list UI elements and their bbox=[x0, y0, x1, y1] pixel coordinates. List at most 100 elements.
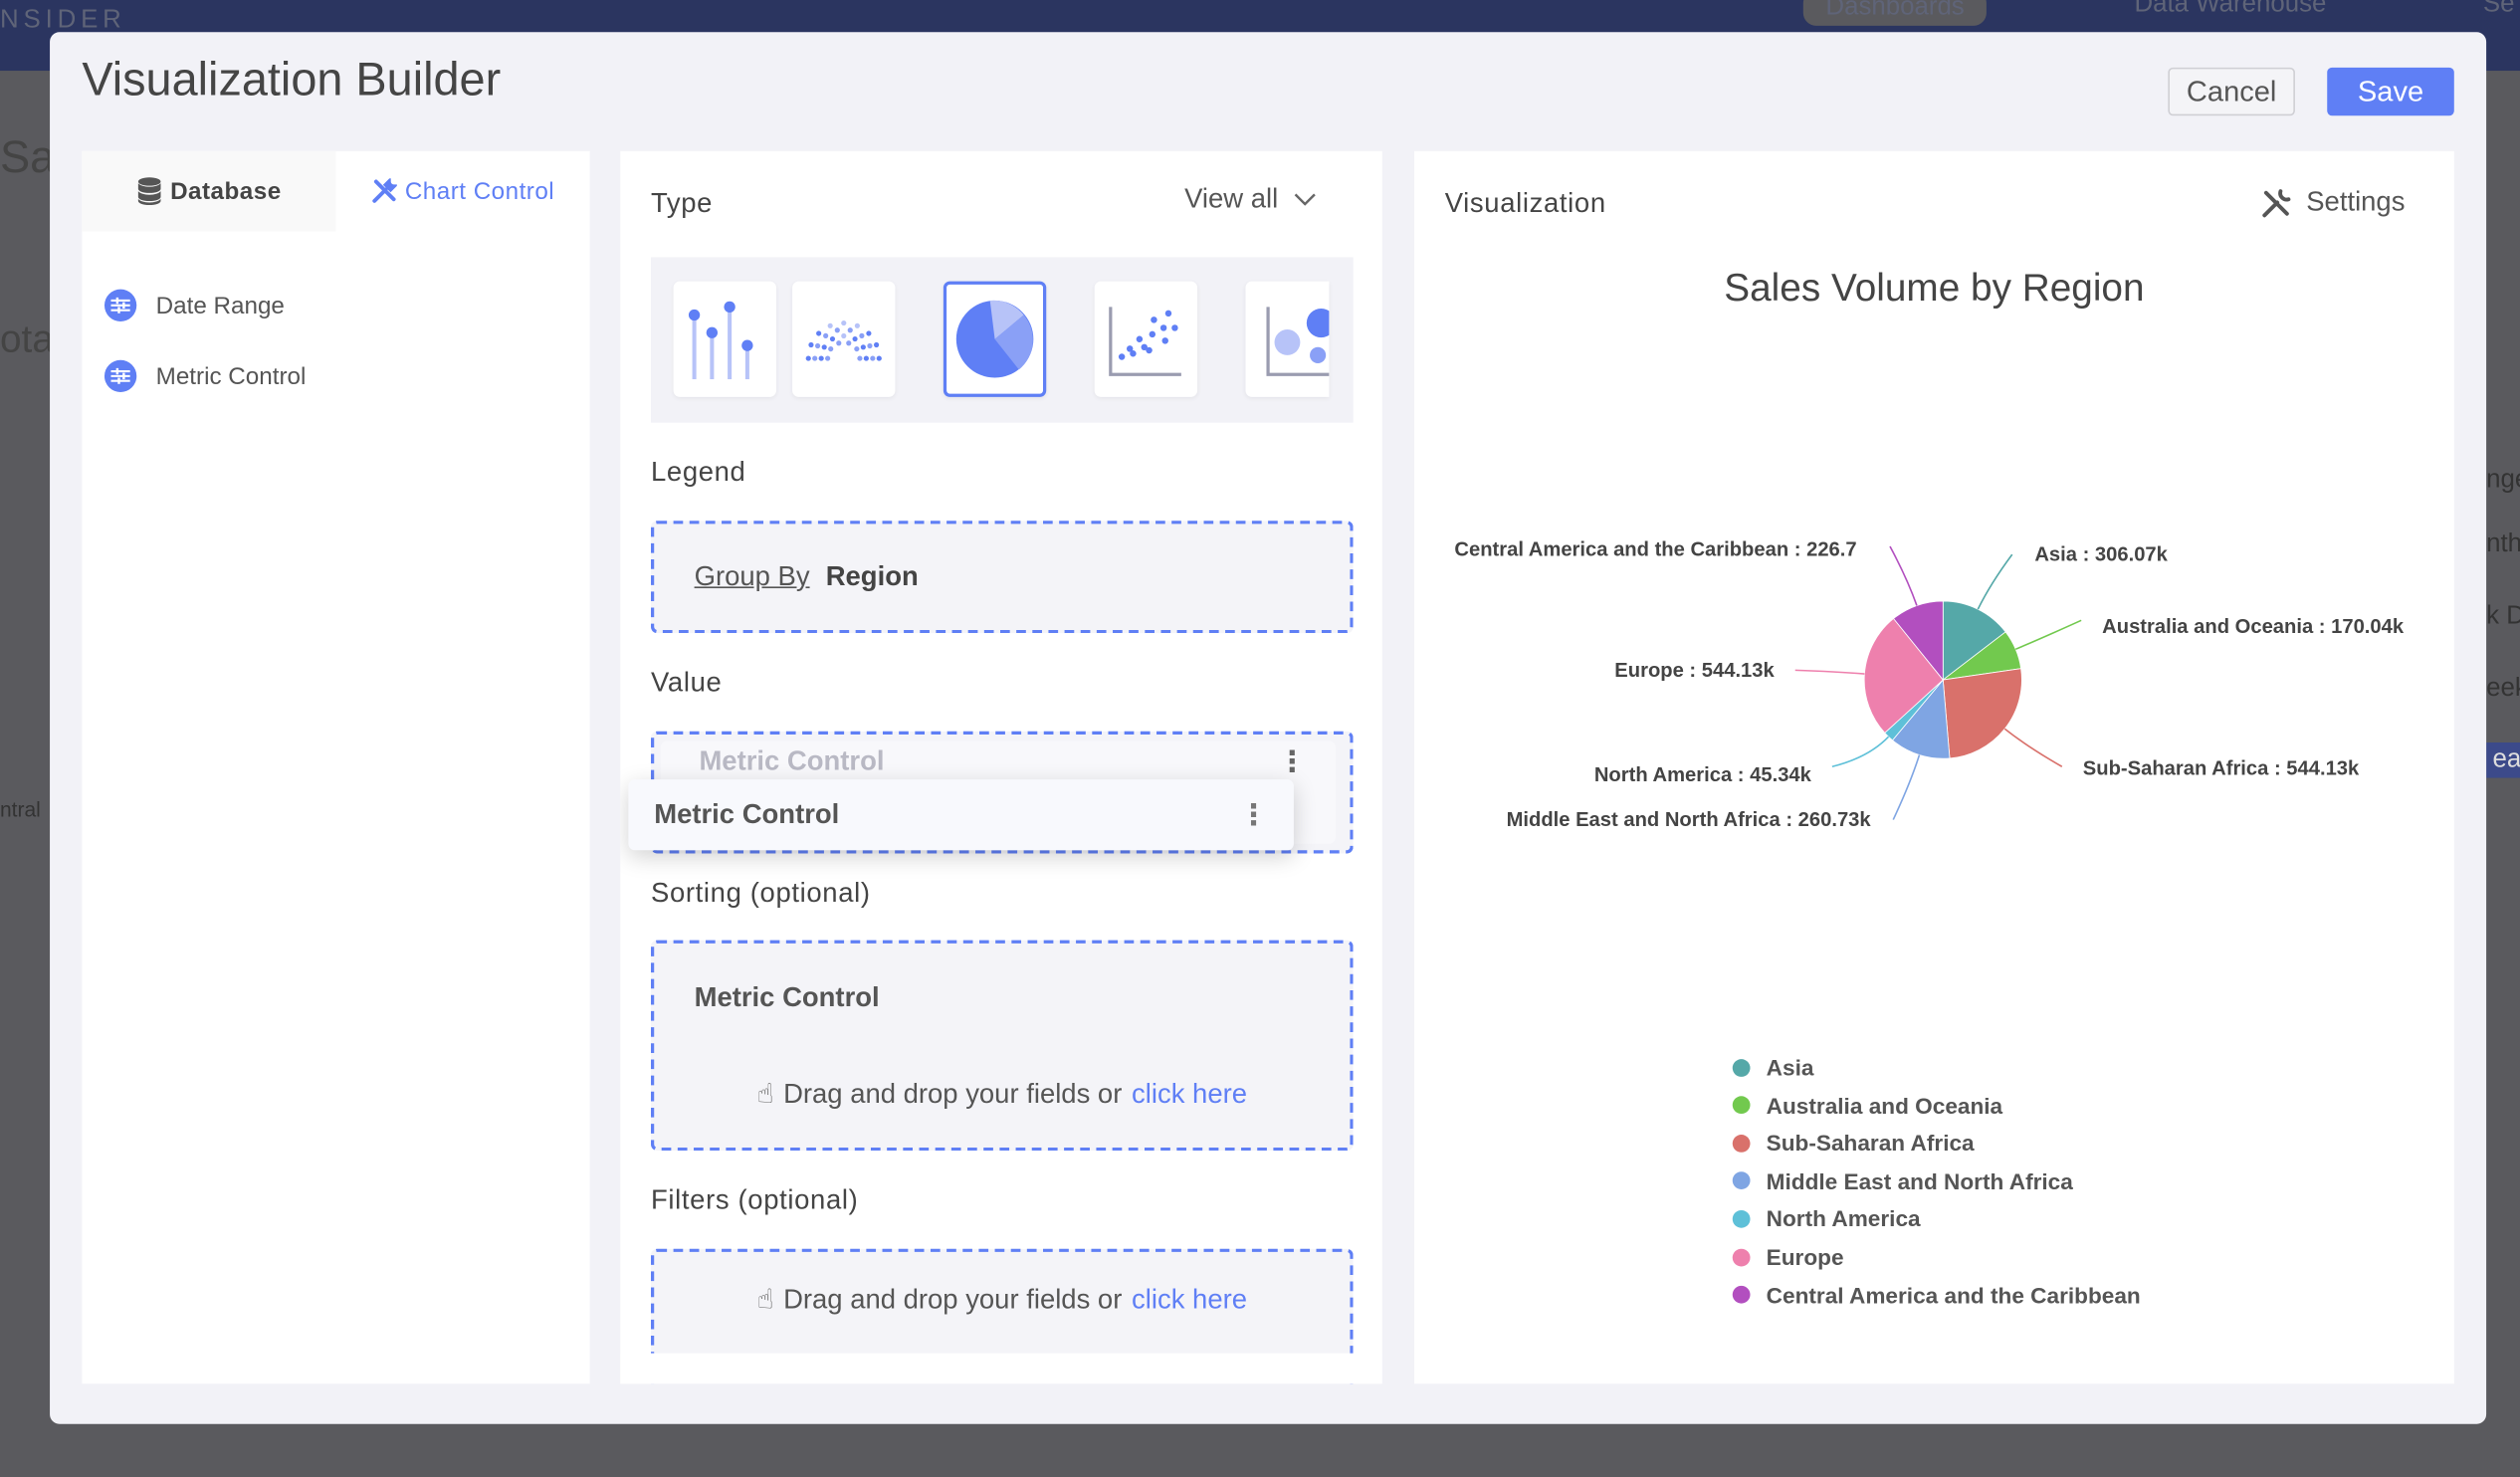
tab-database[interactable]: Database bbox=[82, 150, 336, 232]
parliament-dot bbox=[863, 355, 869, 361]
field-panel: Database Chart Control Date Range Metric… bbox=[82, 150, 590, 1384]
legend-item[interactable]: Middle East and North Africa bbox=[1732, 1168, 2073, 1193]
legend-label: North America bbox=[1766, 1205, 1921, 1232]
more-vertical-icon[interactable]: ⋮ bbox=[1239, 798, 1269, 831]
parliament-dot bbox=[867, 342, 873, 349]
parliament-dot bbox=[812, 355, 818, 361]
chart-type-pie[interactable] bbox=[943, 281, 1047, 397]
parliament-dot bbox=[854, 346, 860, 352]
parliament-dot bbox=[827, 322, 833, 328]
pie-data-label: North America : 45.34k bbox=[1593, 763, 1811, 786]
legend-swatch bbox=[1732, 1134, 1751, 1153]
chart-type-parliament[interactable] bbox=[792, 281, 896, 397]
chart-type-bubble[interactable] bbox=[1245, 281, 1330, 397]
click-here-link[interactable]: click here bbox=[1132, 1078, 1248, 1110]
chart-type-strip bbox=[650, 257, 1354, 423]
group-by-link[interactable]: Group By bbox=[694, 560, 810, 592]
parliament-dot bbox=[816, 330, 822, 336]
nav-data-warehouse[interactable]: Data Warehouse bbox=[2134, 0, 2327, 18]
nav-settings[interactable]: Se bbox=[2482, 0, 2515, 18]
legend-swatch bbox=[1732, 1209, 1751, 1228]
value-field-ghost-label: Metric Control bbox=[699, 745, 885, 776]
sorting-drop-zone[interactable]: Metric Control ☝ Drag and drop your fiel… bbox=[650, 940, 1354, 1152]
cancel-button[interactable]: Cancel bbox=[2168, 67, 2295, 116]
legend-drop-zone[interactable]: Group By Region bbox=[650, 521, 1354, 634]
chart-config-panel: Type View all bbox=[620, 150, 1382, 1384]
visualization-title: Visualization bbox=[1444, 187, 1606, 219]
parliament-dot bbox=[828, 346, 834, 352]
legend-swatch bbox=[1732, 1247, 1751, 1266]
bubble-chart-icon bbox=[1266, 307, 1330, 376]
dragging-field-label: Metric Control bbox=[654, 798, 840, 830]
filters-drop-hint: ☝ Drag and drop your fields or click her… bbox=[654, 1284, 1350, 1316]
parliament-dot bbox=[821, 344, 827, 350]
parliament-dot bbox=[866, 330, 872, 336]
parliament-dot bbox=[834, 327, 840, 333]
sorting-drop-hint: ☝ Drag and drop your fields or click her… bbox=[654, 1079, 1350, 1111]
save-button[interactable]: Save bbox=[2327, 67, 2454, 116]
pie-slice[interactable] bbox=[1893, 600, 1944, 682]
pie-leader-line bbox=[2003, 728, 2063, 767]
parliament-dot bbox=[860, 344, 866, 350]
scroll-mask bbox=[620, 1353, 1382, 1384]
field-item-metric-control[interactable]: Metric Control bbox=[104, 359, 307, 393]
parliament-dot bbox=[854, 322, 860, 328]
pie-leader-line bbox=[1831, 736, 1890, 768]
field-item-date-range[interactable]: Date Range bbox=[104, 289, 285, 321]
background-text: ear bbox=[2486, 742, 2520, 778]
background-text: ntral bbox=[0, 796, 41, 822]
parliament-dot bbox=[847, 327, 853, 333]
legend-label: Central America and the Caribbean bbox=[1766, 1281, 2141, 1308]
background-text: k D bbox=[2486, 602, 2520, 631]
legend-label: Europe bbox=[1766, 1243, 1844, 1270]
legend-swatch bbox=[1732, 1171, 1751, 1190]
chart-title: Sales Volume by Region bbox=[1724, 267, 2145, 311]
parliament-dot bbox=[823, 332, 829, 338]
parliament-dot bbox=[841, 332, 847, 339]
parliament-dot bbox=[876, 355, 882, 361]
filters-label: Filters (optional) bbox=[650, 1184, 859, 1215]
parliament-dot bbox=[874, 341, 880, 348]
pie-leader-line bbox=[1794, 669, 1865, 675]
dragging-field-card[interactable]: Metric Control ⋮ bbox=[628, 779, 1294, 851]
tools-icon bbox=[372, 178, 397, 203]
parliament-dot bbox=[870, 355, 876, 361]
legend-item[interactable]: North America bbox=[1732, 1205, 1921, 1232]
legend-item[interactable]: Sub-Saharan Africa bbox=[1732, 1130, 1975, 1157]
chart-type-scatter[interactable] bbox=[1094, 281, 1198, 397]
value-label: Value bbox=[650, 667, 723, 698]
view-all-label: View all bbox=[1184, 183, 1279, 214]
field-item-label: Date Range bbox=[155, 292, 285, 319]
legend-item[interactable]: Australia and Oceania bbox=[1732, 1092, 2003, 1119]
nav-dashboards[interactable]: Dashboards bbox=[1802, 0, 1988, 26]
parliament-dot bbox=[836, 340, 842, 346]
sliders-icon bbox=[104, 359, 137, 393]
parliament-dot bbox=[808, 341, 814, 348]
legend-swatch bbox=[1732, 1058, 1751, 1077]
pie-data-label: Australia and Oceania : 170.04k bbox=[2102, 615, 2405, 639]
settings-button[interactable]: Settings bbox=[2261, 186, 2405, 218]
settings-label: Settings bbox=[2306, 186, 2406, 217]
pie-slice[interactable] bbox=[1891, 679, 1951, 759]
legend-item[interactable]: Central America and the Caribbean bbox=[1732, 1281, 2141, 1308]
pie-data-label: Sub-Saharan Africa : 544.13k bbox=[2082, 756, 2360, 780]
legend-label: Legend bbox=[650, 456, 746, 488]
legend-swatch bbox=[1732, 1096, 1751, 1115]
sorting-label: Sorting (optional) bbox=[650, 877, 871, 909]
pie-leader-line bbox=[2014, 619, 2082, 651]
hand-pointer-icon: ☝ bbox=[756, 1078, 774, 1110]
legend-label: Australia and Oceania bbox=[1766, 1092, 2003, 1119]
parliament-dot bbox=[814, 342, 821, 349]
pie-slice[interactable] bbox=[1942, 668, 2022, 759]
modal-title: Visualization Builder bbox=[82, 54, 502, 106]
legend-item[interactable]: Europe bbox=[1732, 1243, 1844, 1270]
field-item-label: Metric Control bbox=[155, 362, 307, 390]
drag-text: Drag and drop your fields or bbox=[783, 1078, 1123, 1110]
tab-chart-control[interactable]: Chart Control bbox=[335, 151, 589, 232]
parliament-dot bbox=[825, 355, 831, 361]
view-all-dropdown[interactable]: View all bbox=[1184, 183, 1317, 215]
legend-label: Sub-Saharan Africa bbox=[1766, 1130, 1975, 1157]
click-here-link[interactable]: click here bbox=[1132, 1284, 1248, 1315]
legend-item[interactable]: Asia bbox=[1732, 1054, 1813, 1080]
chart-type-lollipop[interactable] bbox=[673, 281, 776, 397]
